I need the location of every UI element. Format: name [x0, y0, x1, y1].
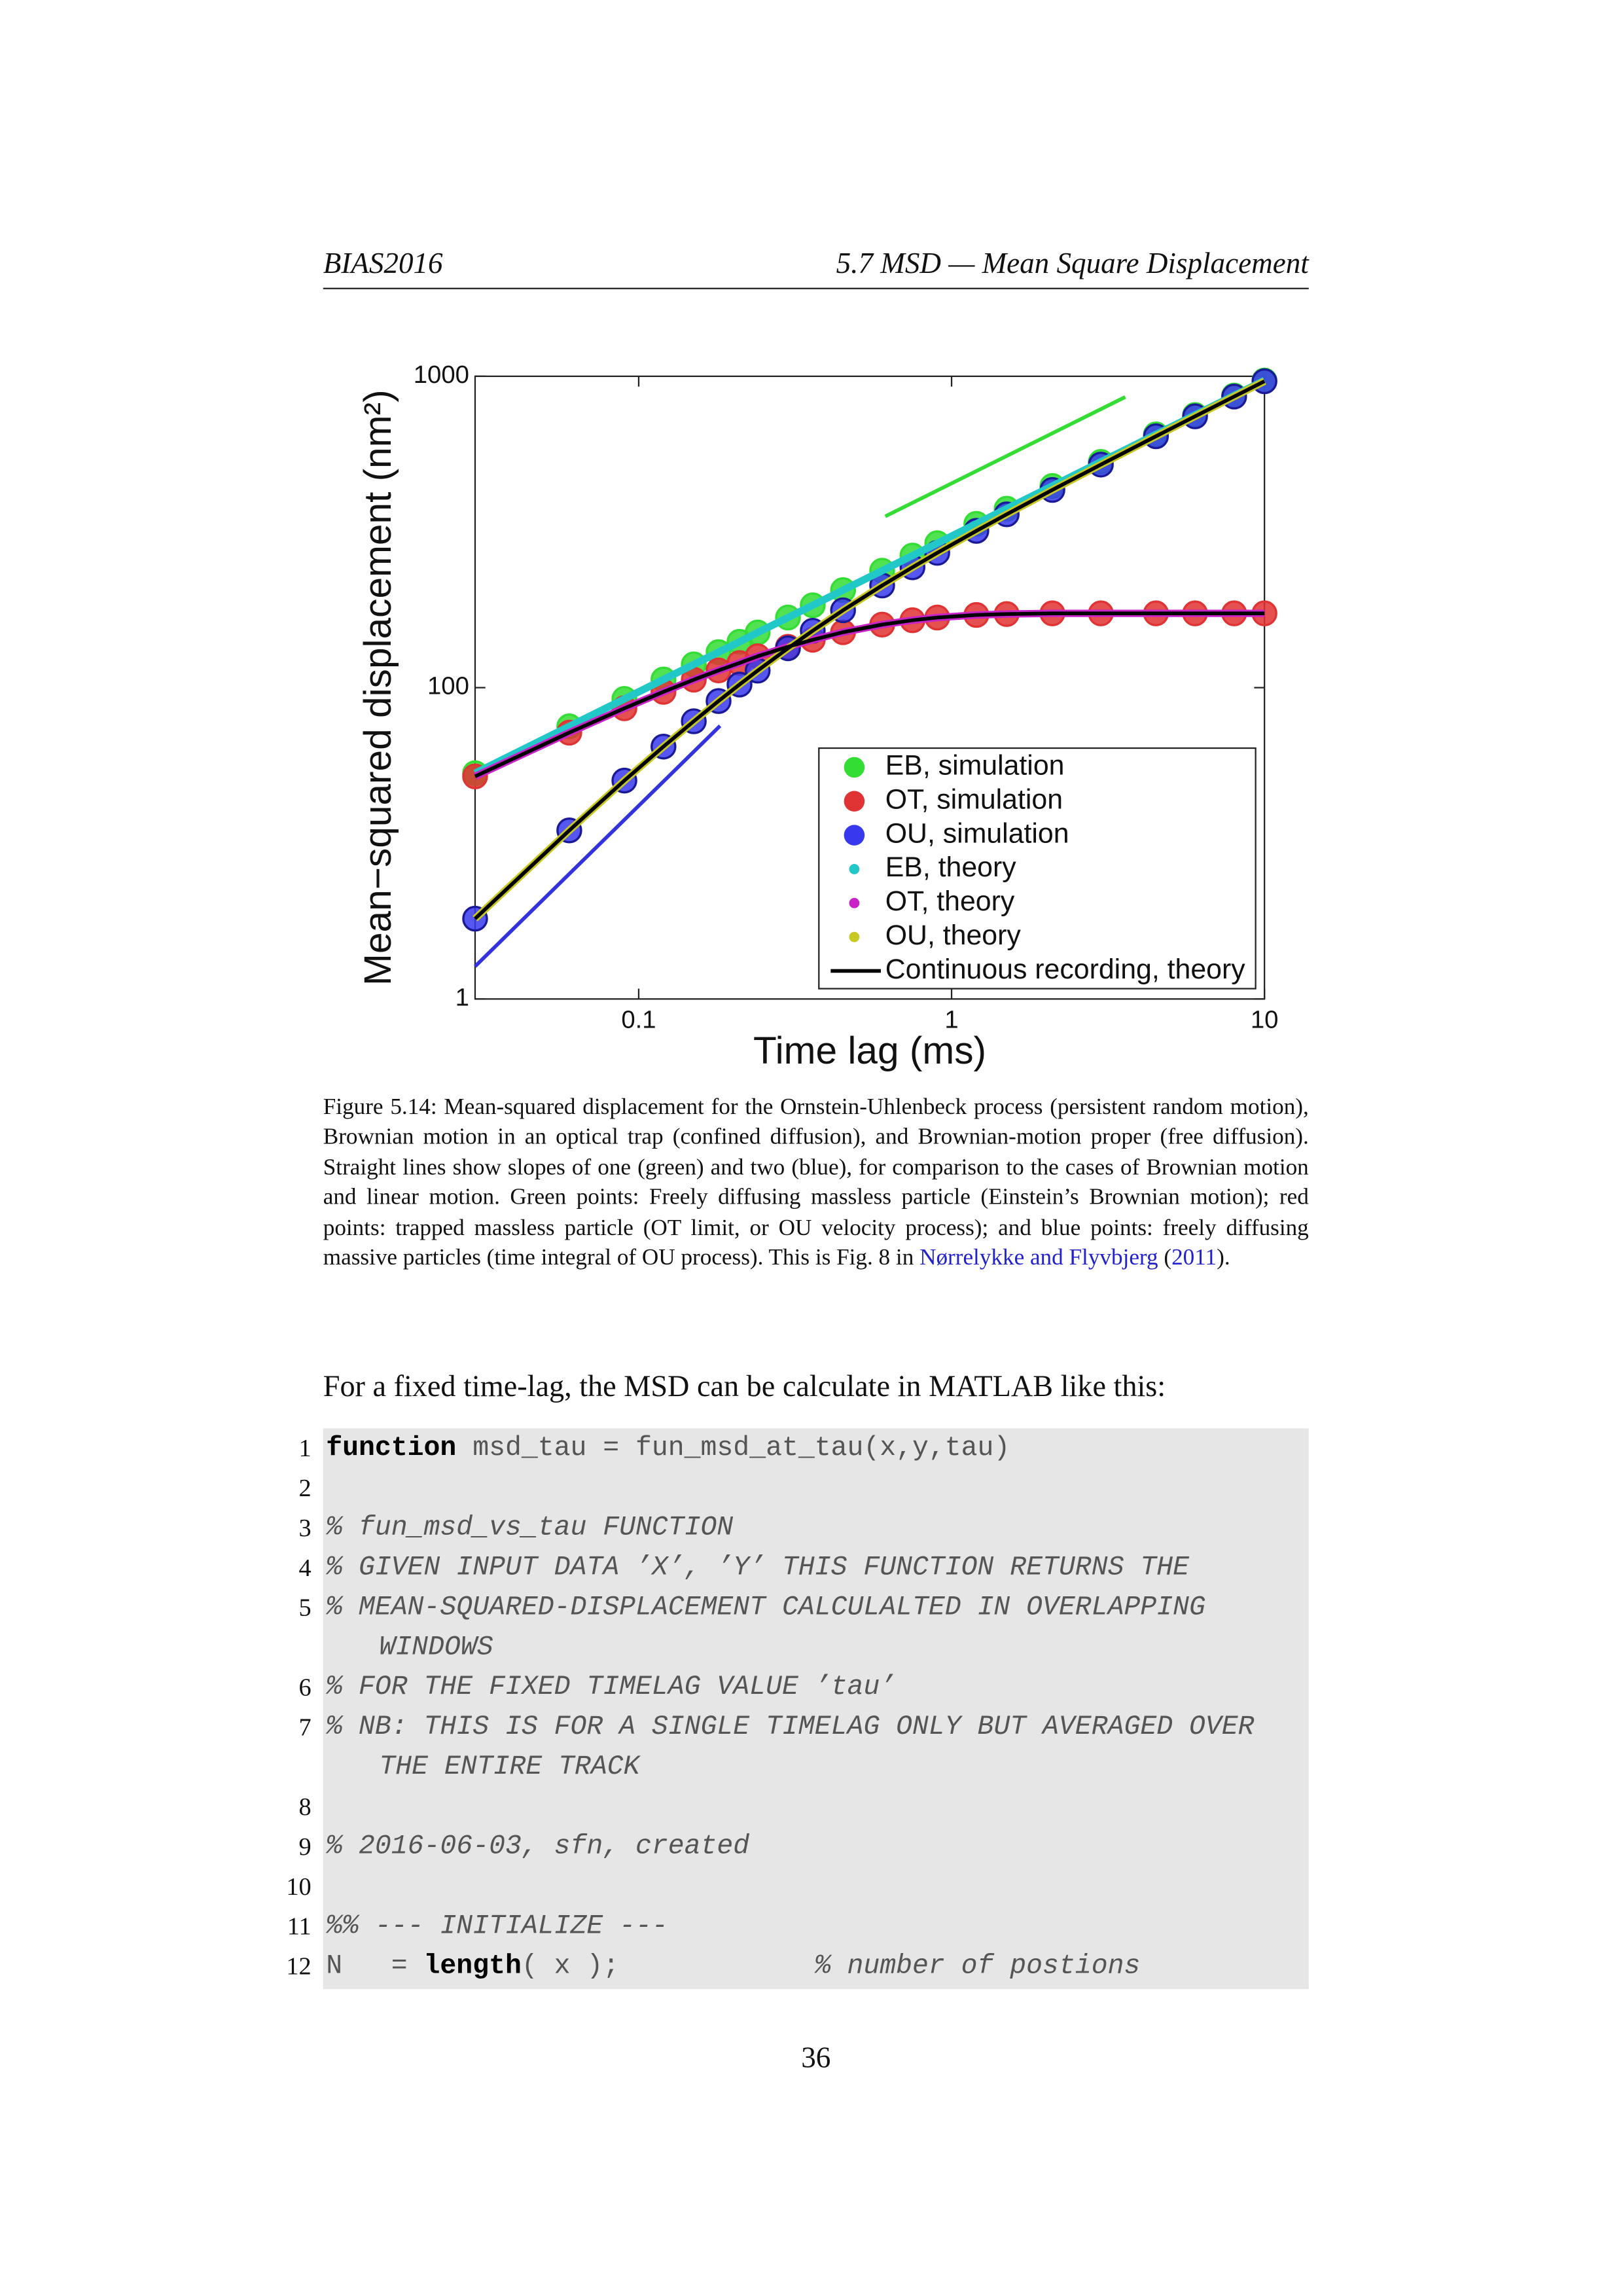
- legend-marker: [844, 757, 865, 778]
- running-header-left: BIAS2016: [323, 247, 443, 281]
- code-line: 8: [299, 1787, 1294, 1827]
- line-number: 12: [286, 1952, 312, 1981]
- citation-link: Nørrelykke and Flyvbjerg: [919, 1245, 1158, 1271]
- line-number: 8: [298, 1793, 312, 1821]
- y-tick-label: 100: [427, 672, 469, 700]
- code-token: ( x );: [521, 1950, 815, 1982]
- code-line: 12 N = length( x ); % number of postions: [286, 1946, 1294, 1986]
- line-number: 11: [287, 1912, 312, 1941]
- legend-label: OT, theory: [885, 886, 1015, 917]
- line-number: 2: [298, 1474, 312, 1503]
- x-axis-label: Time lag (ms): [753, 1030, 986, 1072]
- legend-marker: [849, 931, 860, 942]
- code-token: % FOR THE FIXED TIMELAG VALUE ’tau’: [326, 1672, 897, 1703]
- running-header-right: 5.7 MSD — Mean Square Displacement: [836, 247, 1309, 281]
- code-line: 3 % fun_msd_vs_tau FUNCTION: [299, 1508, 1294, 1548]
- citation-link: 2011: [1171, 1245, 1217, 1271]
- code-line: 10: [286, 1867, 1294, 1907]
- legend-label: OT, simulation: [885, 784, 1063, 816]
- caption-text: (: [1158, 1245, 1172, 1271]
- chart: 0.1 1 10 1 100 1000 Time lag (ms) Mean−squared …: [357, 361, 1279, 1072]
- code-line: 4 % GIVEN INPUT DATA ’X’, ’Y’ THIS FUNCTI…: [299, 1548, 1294, 1588]
- legend-marker: [849, 897, 860, 908]
- header-rule: [323, 287, 1309, 289]
- code-listing: 1 function msd_tau = fun_msd_at_tau(x,y,t…: [286, 1428, 1309, 1990]
- x-tick-label: 10: [1251, 1005, 1279, 1033]
- legend-label: EB, theory: [885, 852, 1017, 883]
- line-number: 6: [298, 1673, 312, 1702]
- line-number: 10: [286, 1873, 312, 1901]
- code-token: % MEAN-SQUARED-DISPLACEMENT CALCULALTED …: [326, 1592, 1222, 1663]
- line-number: 1: [298, 1434, 312, 1463]
- caption-text: ).: [1217, 1245, 1230, 1271]
- line-number: 5: [298, 1593, 312, 1622]
- page-number: 36: [801, 2042, 831, 2075]
- legend-label: OU, theory: [885, 920, 1022, 951]
- y-tick-label: 1: [455, 983, 469, 1011]
- line-number: 3: [298, 1514, 312, 1542]
- recording-curve: [474, 380, 1266, 920]
- legend-marker: [849, 864, 860, 874]
- caption-text: Figure 5.14: Mean-squared displacement f…: [323, 1094, 1309, 1271]
- line-number: 9: [298, 1833, 312, 1861]
- code-token: N =: [326, 1950, 424, 1982]
- recording-curve: [474, 611, 1265, 778]
- code-token: % NB: THIS IS FOR A SINGLE TIMELAG ONLY …: [326, 1712, 1271, 1783]
- line-number: 7: [298, 1713, 312, 1742]
- code-line: 9 % 2016-06-03, sfn, created: [299, 1827, 1294, 1867]
- code-line: 2: [299, 1468, 1294, 1508]
- reference-line: [884, 395, 1126, 518]
- code-line: 5 % MEAN-SQUARED-DISPLACEMENT CALCULALTED…: [299, 1588, 1294, 1668]
- paragraph: For a fixed time-lag, the MSD can be cal…: [323, 1371, 1166, 1404]
- y-tick-label: 1000: [414, 361, 469, 389]
- code-line: 1 function msd_tau = fun_msd_at_tau(x,y,t…: [299, 1428, 1294, 1468]
- x-tick-label: 1: [944, 1005, 958, 1033]
- code-line: 7 % NB: THIS IS FOR A SINGLE TIMELAG ONLY…: [299, 1708, 1294, 1787]
- legend-marker: [844, 825, 865, 846]
- code-token: % number of postions: [814, 1950, 1141, 1982]
- code-token: % GIVEN INPUT DATA ’X’, ’Y’ THIS FUNCTIO…: [326, 1552, 1189, 1584]
- legend-marker: [844, 791, 865, 812]
- code-token: length: [423, 1950, 522, 1982]
- figure-caption: Figure 5.14: Mean-squared displacement f…: [323, 1094, 1309, 1274]
- code-line: 6 % FOR THE FIXED TIMELAG VALUE ’tau’: [299, 1668, 1294, 1708]
- code-token: msd_tau = fun_msd_at_tau(x,y,tau): [456, 1433, 1010, 1464]
- code-line: 11 %% --- INITIALIZE ---: [287, 1907, 1294, 1946]
- reference-line: [473, 725, 722, 968]
- code-token: %% --- INITIALIZE ---: [326, 1910, 668, 1942]
- x-tick-label: 0.1: [621, 1005, 656, 1033]
- legend-box: [818, 747, 1257, 990]
- code-token: % fun_msd_vs_tau FUNCTION: [326, 1512, 734, 1544]
- legend-label: OU, simulation: [885, 817, 1069, 849]
- legend-label: EB, simulation: [885, 750, 1065, 781]
- line-number: 4: [298, 1554, 312, 1582]
- legend-label: Continuous recording, theory: [885, 954, 1246, 985]
- y-axis-label: Mean−squared displacement (nm²): [357, 389, 399, 986]
- code-token: function: [326, 1433, 457, 1464]
- code-token: % 2016-06-03, sfn, created: [326, 1831, 750, 1863]
